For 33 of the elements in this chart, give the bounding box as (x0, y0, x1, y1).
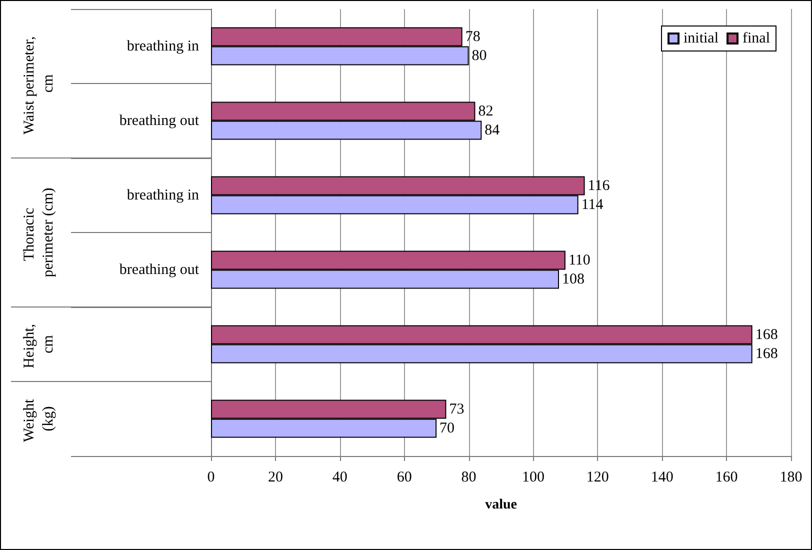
y-tick-label: breathing in (126, 38, 200, 54)
data-label: 168 (755, 326, 778, 343)
y-tick-label: breathing out (119, 262, 200, 278)
y-tick-label: breathing out (119, 112, 200, 129)
data-label: 84 (484, 122, 500, 138)
x-tick-label: 120 (586, 470, 609, 486)
x-tick-label: 140 (650, 470, 674, 486)
x-axis-title: value (485, 498, 517, 512)
data-label: 82 (478, 103, 494, 120)
data-label: 73 (449, 401, 464, 418)
y-tick-label: breathing in (126, 187, 200, 204)
x-tick-label: 180 (780, 470, 802, 486)
data-label: 78 (465, 28, 480, 45)
text: Height, cm (22, 320, 56, 368)
data-label: 108 (562, 271, 584, 288)
data-label: 114 (581, 196, 604, 213)
data-label: 168 (755, 346, 778, 362)
x-tick-label: 0 (207, 470, 215, 486)
data-label: 110 (568, 252, 590, 268)
data-label: 80 (472, 48, 487, 64)
data-label: 70 (440, 420, 455, 436)
x-tick-label: 20 (268, 470, 283, 486)
x-tick-label: 100 (522, 470, 544, 486)
text: Weight (kg) (22, 395, 56, 442)
x-tick-label: 60 (396, 470, 412, 486)
legend-label: initial (684, 30, 719, 46)
data-label: 116 (588, 178, 610, 194)
text: Waist perimeter, cm (22, 32, 56, 134)
x-tick-label: 80 (461, 470, 476, 486)
legend-label: final (742, 30, 770, 46)
text: Thoracic perimeter (cm) (22, 188, 56, 278)
x-tick-label: 40 (332, 470, 348, 486)
x-tick-label: 160 (715, 470, 738, 486)
